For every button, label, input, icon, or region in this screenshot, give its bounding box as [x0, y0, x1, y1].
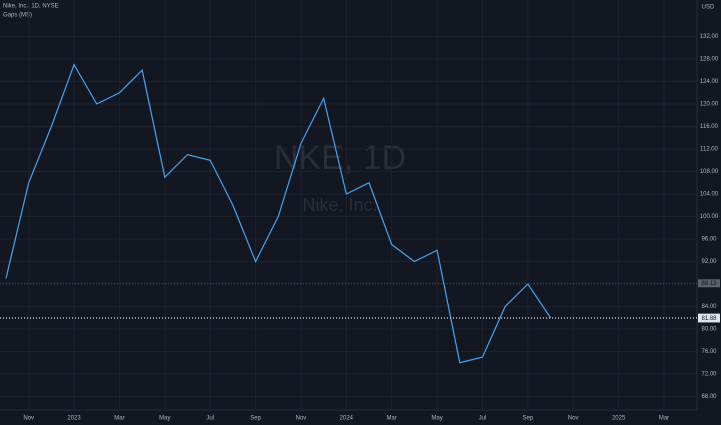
x-tick-label: May — [431, 416, 442, 422]
x-tick-label: Jul — [206, 416, 214, 422]
x-tick-label: Sep — [250, 416, 261, 422]
x-tick-label: May — [159, 416, 170, 422]
price-marker-label: 81.88 — [701, 316, 717, 322]
x-tick-label: Mar — [659, 416, 669, 422]
y-tick-label: 116.00 — [700, 124, 719, 130]
x-tick-label: Jul — [479, 416, 487, 422]
y-tick-label: 132.00 — [700, 34, 719, 40]
y-tick-label: 96.00 — [701, 237, 717, 243]
indicator-name: Gaps (MS) — [3, 13, 32, 19]
y-tick-label: 68.00 — [701, 394, 717, 400]
y-tick-label: 76.00 — [701, 349, 717, 355]
x-tick-label: 2024 — [340, 416, 354, 422]
chart-title: Nike, Inc., 1D, NYSE — [3, 4, 59, 10]
y-tick-label: 72.00 — [701, 372, 717, 378]
x-tick-label: Mar — [387, 416, 397, 422]
price-marker-box — [698, 314, 720, 323]
price-marker-label: 88.13 — [701, 281, 717, 287]
x-tick-label: 2023 — [67, 416, 81, 422]
price-marker-box — [698, 279, 720, 288]
y-tick-label: 108.00 — [700, 169, 719, 175]
y-tick-label: 124.00 — [700, 79, 719, 85]
price-line — [5, 63, 552, 364]
y-tick-label: 120.00 — [700, 102, 719, 108]
axis-unit: USD — [702, 5, 715, 11]
x-tick-label: Nov — [23, 416, 34, 422]
y-tick-label: 104.00 — [700, 192, 719, 198]
y-tick-label: 80.00 — [701, 327, 717, 333]
x-tick-label: 2025 — [612, 416, 626, 422]
y-tick-label: 128.00 — [700, 57, 719, 63]
y-tick-label: 92.00 — [701, 259, 717, 265]
x-tick-label: Nov — [568, 416, 579, 422]
y-tick-label: 84.00 — [701, 304, 717, 310]
y-tick-label: 112.00 — [700, 147, 719, 153]
x-tick-label: Nov — [296, 416, 307, 422]
watermark-subtitle: Nike, Inc. — [302, 195, 377, 215]
y-tick-label: 100.00 — [700, 214, 719, 220]
x-tick-label: Mar — [114, 416, 124, 422]
x-tick-label: Sep — [523, 416, 534, 422]
